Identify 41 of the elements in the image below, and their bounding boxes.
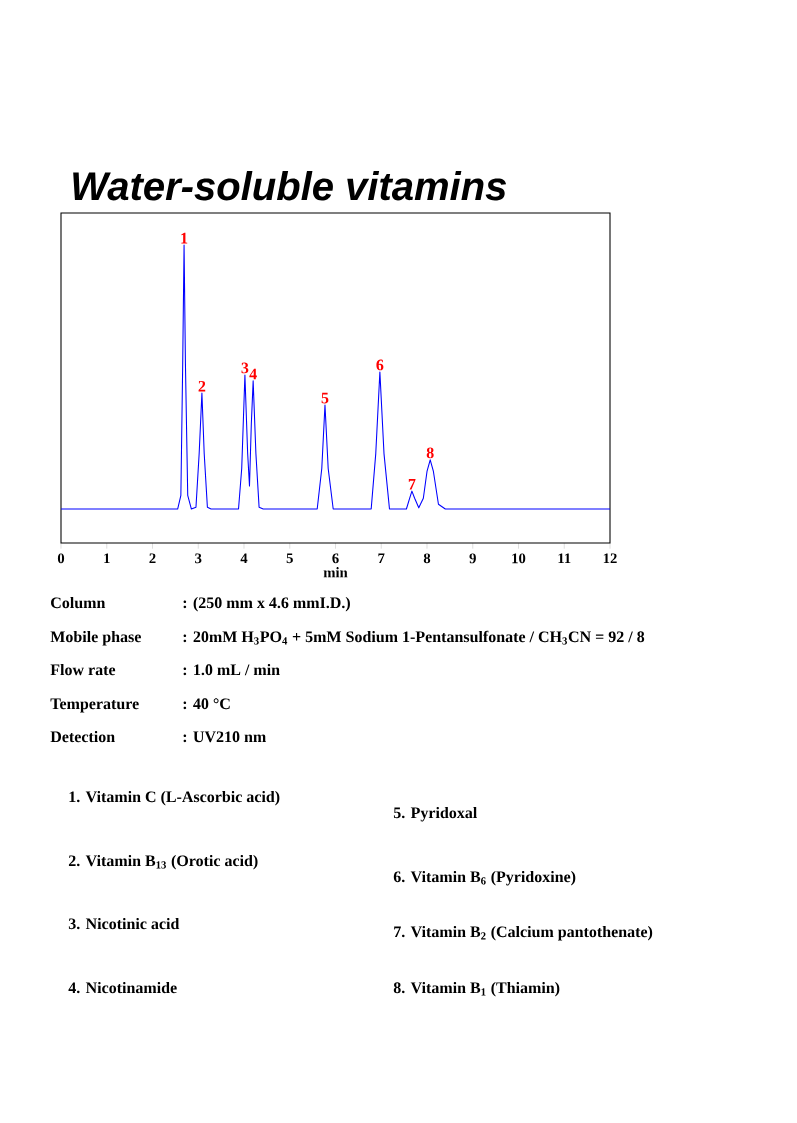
text: Mobile phase [50,630,141,646]
text: : 40 °C [183,698,230,710]
x-tick-label: 3 [195,553,202,564]
x-tick-label: 2 [149,553,156,564]
text: 6. Vitamin B$_{6}$ (Pyridoxine) [393,870,576,886]
x-tick-label: 8 [423,553,431,564]
x-tick-label: 4 [240,553,248,564]
x-tick-label: 9 [469,553,476,564]
text: : 1.0 mL / min [183,663,280,676]
text: 4. Nicotinamide [68,981,177,994]
text: 3. Nicotinic acid [68,917,180,930]
x-tick-label: 5 [286,553,293,564]
text: Column [51,596,106,609]
text: Detection [50,730,115,743]
x-tick-label: 1 [104,553,110,564]
chart-title: Water-soluble vitamins [73,171,507,201]
text: 2. Vitamin B$_{13}$ (Orotic acid) [68,854,258,870]
annotation: 6 [376,359,384,371]
text: 5. Pyridoxal [393,806,477,822]
text: : (250 mm x 4.6 mmI.D.) [183,596,350,612]
annotation: 4 [249,368,257,380]
text: 8. Vitamin B$_{1}$ (Thiamin) [393,981,560,997]
text: 7. Vitamin B$_{2}$ (Calcium pantothenate) [394,925,653,941]
text: : UV210 nm [183,731,266,743]
annotation: 2 [198,380,206,392]
text: Temperature [50,698,139,713]
x-tick-label: 11 [558,553,571,564]
annotation: 8 [426,447,434,459]
annotation: 1 [181,232,188,244]
text: 1. Vitamin C (L-Ascorbic acid) [69,790,280,806]
annotation: 3 [241,362,249,374]
x-tick-label: 6 [332,553,339,564]
x-tick-label: 7 [378,553,385,563]
x-tick-label: 12 [603,553,617,564]
annotation: 5 [321,392,329,404]
annotation: 7 [408,479,416,490]
x-tick-label: 10 [512,553,526,564]
x-tick-label: 0 [57,553,65,564]
text: : 20mM H$_{3}$PO$_{4}$ + 5mM Sodium 1-Pentansulfonate / CH$_{3}$CN = 92 / 8 [183,630,645,645]
x-axis-title: min [323,567,348,578]
text: Flow rate [50,663,116,676]
